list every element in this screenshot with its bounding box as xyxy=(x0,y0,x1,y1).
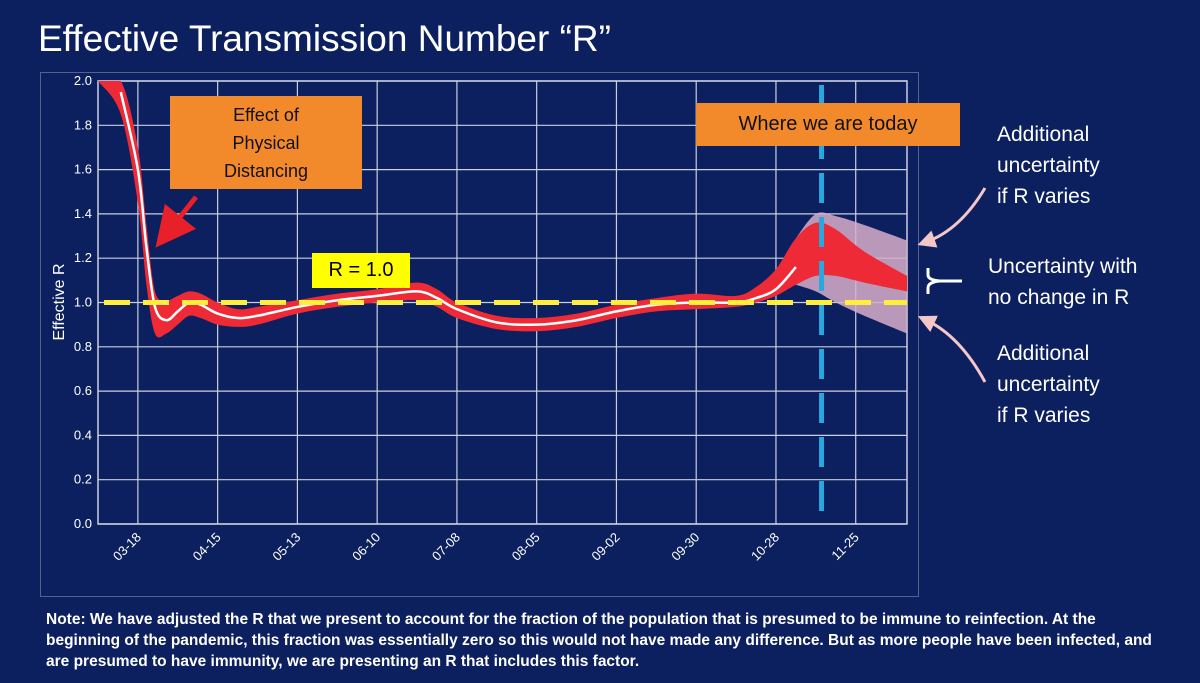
x-tick-label: 09-30 xyxy=(668,530,702,564)
y-tick-label: 1.8 xyxy=(74,117,92,132)
note-line: uncertainty xyxy=(997,154,1100,177)
y-tick-label: 0.6 xyxy=(74,383,92,398)
y-tick-label: 1.0 xyxy=(74,295,92,310)
x-tick-label: 05-13 xyxy=(269,530,303,564)
note-line: no change in R xyxy=(988,286,1130,309)
red-arrow-icon xyxy=(155,195,198,248)
y-tick-label: 0.8 xyxy=(74,339,92,354)
annotation-layer xyxy=(104,85,987,522)
y-tick-labels: 0.0 0.2 0.4 0.6 0.8 1.0 1.2 1.4 1.6 1.8 2.0 xyxy=(74,73,92,531)
upper-uncertainty-note: Additional uncertainty if R varies xyxy=(997,119,1100,212)
x-tick-label: 04-15 xyxy=(190,530,224,564)
x-tick-label: 06-10 xyxy=(349,530,383,564)
note-line: uncertainty xyxy=(997,373,1100,396)
y-tick-label: 2.0 xyxy=(74,73,92,88)
x-tick-label: 10-28 xyxy=(748,530,782,564)
callout-line: Physical xyxy=(232,132,300,153)
x-tick-label: 07-08 xyxy=(429,530,463,564)
pink-arrow-upper-icon xyxy=(917,187,987,248)
slide-title: Effective Transmission Number “R” xyxy=(38,18,611,59)
y-axis-label: Effective R xyxy=(51,263,68,340)
footnote: Note: We have adjusted the R that we pre… xyxy=(46,611,1152,670)
y-tick-label: 0.0 xyxy=(74,516,92,531)
estimate-line xyxy=(119,91,797,327)
callout-physical-distancing: Effect of Physical Distancing xyxy=(170,96,362,189)
callout-where-we-are-today: Where we are today xyxy=(696,103,960,146)
x-tick-label: 08-05 xyxy=(509,530,543,564)
y-tick-label: 0.2 xyxy=(74,472,92,487)
chart-frame xyxy=(40,72,919,597)
x-tick-label: 09-02 xyxy=(588,530,622,564)
x-tick-label: 03-18 xyxy=(110,530,144,564)
y-tick-label: 0.4 xyxy=(74,427,92,442)
middle-uncertainty-note: Uncertainty with no change in R xyxy=(988,251,1137,313)
x-tick-label: 11-25 xyxy=(828,530,861,563)
y-tick-label: 1.2 xyxy=(74,250,92,265)
y-tick-label: 1.6 xyxy=(74,162,92,177)
note-line: Additional xyxy=(997,342,1090,365)
pink-arrow-lower-icon xyxy=(917,315,987,383)
callout-line: Distancing xyxy=(223,160,309,181)
note-line: Uncertainty with xyxy=(988,255,1138,278)
note-line: if R varies xyxy=(997,185,1091,208)
note-line: if R varies xyxy=(997,404,1091,427)
x-tick-labels: 03-18 04-15 05-13 06-10 07-08 08-05 09-02 09-30… xyxy=(110,530,862,564)
lower-uncertainty-note: Additional uncertainty if R varies xyxy=(997,338,1100,431)
callout-line: Effect of xyxy=(233,104,299,125)
y-tick-label: 1.4 xyxy=(74,206,92,221)
r-equals-label: R = 1.0 xyxy=(312,253,410,288)
note-line: Additional xyxy=(997,123,1090,146)
bracket-icon xyxy=(926,268,962,294)
